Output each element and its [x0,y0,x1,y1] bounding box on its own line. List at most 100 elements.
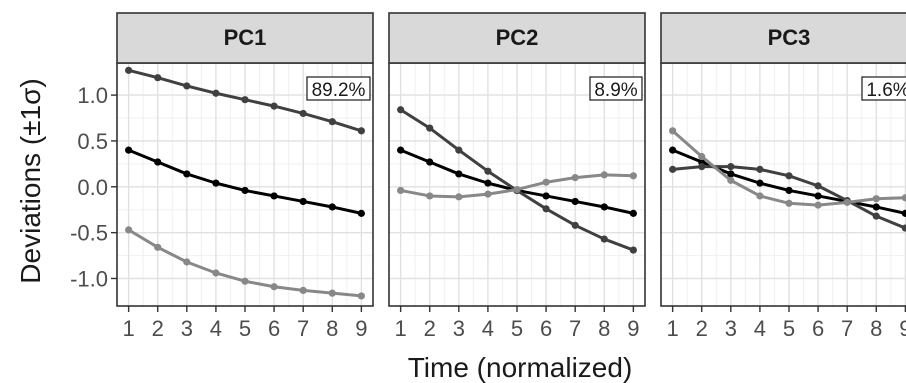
data-point [872,195,880,203]
data-point [571,174,579,182]
data-point [484,167,492,175]
x-tick-label: 3 [725,316,737,341]
variance-label: 89.2% [306,76,371,101]
data-layer [125,66,365,300]
x-tick-label: 5 [783,316,795,341]
data-point [270,192,278,200]
variance-label: 1.6% [861,76,906,101]
x-tick-label: 2 [424,316,436,341]
data-point [426,158,434,166]
x-tick-label: 2 [696,316,708,341]
data-point [756,165,764,173]
data-point [154,158,162,166]
data-point [669,127,677,135]
strip-background [116,12,374,64]
data-point [843,198,851,206]
data-layer [669,127,906,232]
data-point [455,146,463,154]
data-point [212,179,220,187]
data-point [455,170,463,178]
data-point [397,106,405,114]
x-tick-label: 3 [453,316,465,341]
data-point [212,89,220,97]
x-tick-label: 7 [841,316,853,341]
data-point [901,209,906,217]
data-point [299,109,307,118]
data-point [571,221,579,229]
data-point [183,258,191,266]
variance-label-box [861,76,906,101]
data-point [629,209,637,217]
x-tick-label: 1 [123,316,135,341]
variance-label-box [589,76,643,101]
data-point [872,212,880,220]
x-tick-label: 9 [355,316,367,341]
y-tick-label: 0.0 [77,175,108,200]
x-tick-label: 4 [210,316,222,341]
panel-pc1: PC1 89.2% 1 2 3 4 5 6 7 8 9 1.0 0.5 0.0 -0.5 -1.0 [70,12,374,341]
data-point [357,209,365,217]
data-point [629,246,637,254]
data-point [542,205,550,213]
x-tick-label: 8 [598,316,610,341]
variance-label-text: 89.2% [312,80,366,101]
strip-background [660,12,906,64]
variance-label-text: 1.6% [866,80,906,101]
data-point [125,66,133,74]
x-tick-label: 5 [511,316,523,341]
x-tick-label: 7 [297,316,309,341]
x-tick-label: 1 [667,316,679,341]
data-point [455,193,463,201]
data-point [669,165,677,173]
data-point [357,127,365,135]
data-point [328,289,336,297]
data-point [756,179,764,187]
data-point [154,243,162,251]
x-tick-label: 9 [899,316,906,341]
data-point [814,201,822,209]
x-tick-label: 8 [326,316,338,341]
data-point [241,277,249,285]
x-tick-label: 6 [268,316,280,341]
data-point [125,146,133,154]
x-tick-label: 1 [395,316,407,341]
x-tick-label: 4 [754,316,766,341]
data-point [542,178,550,186]
y-axis-title: Deviations (±1σ) [15,78,46,283]
data-point [270,102,278,110]
x-tick-label: 3 [181,316,193,341]
strip-label: PC2 [496,25,539,50]
strip-background [388,12,646,64]
panel-pc2: PC2 8.9% 1 2 3 4 5 6 7 8 9 [388,12,646,341]
data-point [484,190,492,198]
data-point [727,163,735,171]
x-tick-label: 4 [482,316,494,341]
data-point [241,96,249,104]
data-point [241,186,249,195]
data-point [484,179,492,187]
variance-label: 8.9% [589,76,643,101]
data-point [183,170,191,178]
y-tick-label: -1.0 [70,266,108,291]
data-point [600,171,608,179]
panel-pc3: PC3 1.6% 1 2 3 4 5 6 7 8 9 [660,12,906,341]
data-point [397,146,405,154]
x-tick-label: 9 [627,316,639,341]
data-point [542,192,550,200]
data-point [814,182,822,190]
data-point [270,283,278,291]
data-point [629,172,637,180]
x-tick-label: 8 [870,316,882,341]
data-point [357,292,365,300]
strip-label: PC1 [224,25,267,50]
data-point [299,197,307,206]
data-point [785,172,793,180]
data-point [397,186,405,195]
data-point [785,199,793,207]
data-point [756,192,764,200]
data-point [698,163,706,171]
x-tick-label: 6 [540,316,552,341]
data-point [901,194,906,202]
variance-label-text: 8.9% [594,80,637,101]
